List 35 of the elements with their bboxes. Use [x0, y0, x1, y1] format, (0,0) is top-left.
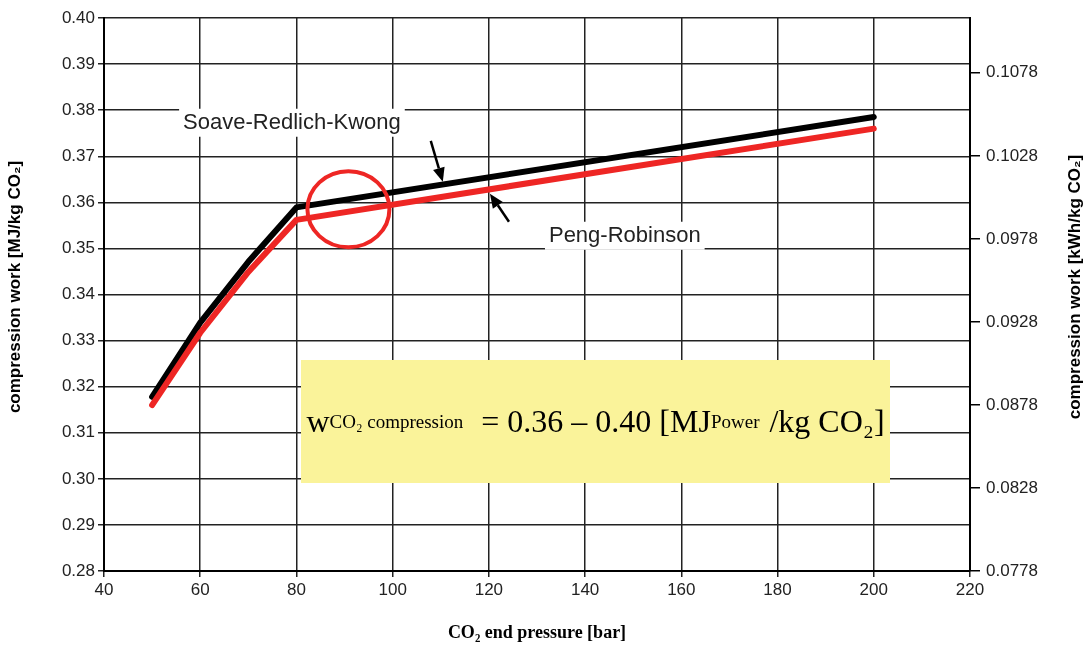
series-label: Peng-Robinson: [548, 221, 701, 247]
x-tick-label: 220: [955, 579, 985, 599]
x-tick-label: 80: [286, 579, 306, 599]
x-tick-label: 100: [378, 579, 407, 599]
x-tick-label: 60: [190, 579, 210, 599]
x-tick-label: 120: [474, 579, 504, 599]
x-axis-title: CO₂ end pressure [bar]: [446, 622, 628, 643]
y-tick-label: 0.29: [61, 514, 95, 534]
x-tick-label: 40: [94, 579, 114, 599]
y2-tick-label: 0.0828: [986, 477, 1038, 497]
y-tick-label: 0.28: [61, 560, 95, 580]
y-tick-label: 0.36: [61, 192, 95, 212]
x-tick-label: 180: [763, 579, 792, 599]
y2-tick-label: 0.1078: [986, 62, 1038, 82]
y-tick-label: 0.37: [61, 145, 95, 165]
y-tick-label: 0.31: [61, 422, 95, 442]
y-tick-label: 0.34: [61, 284, 95, 304]
y-tick-label: 0.38: [61, 99, 95, 119]
y-tick-label: 0.33: [61, 330, 95, 350]
y-tick-label: 0.35: [61, 238, 95, 258]
y-tick-label: 0.39: [61, 53, 95, 73]
y-tick-label: 0.32: [61, 376, 95, 396]
y2-tick-label: 0.0778: [986, 560, 1038, 580]
y-tick-label: 0.30: [61, 468, 95, 488]
x-tick-label: 140: [570, 579, 600, 599]
y2-axis-title: compression work [kWh/kg CO₂]: [1065, 154, 1085, 419]
x-tick-label: 160: [667, 579, 696, 599]
y2-tick-label: 0.0978: [986, 228, 1038, 248]
y2-tick-label: 0.0928: [986, 311, 1038, 331]
y-axis-title: compression work [MJ/kg CO₂]: [5, 160, 25, 413]
y-tick-label: 0.40: [61, 7, 95, 27]
y2-tick-label: 0.0878: [986, 394, 1038, 414]
y2-tick-label: 0.1028: [986, 145, 1038, 165]
x-tick-label: 200: [859, 579, 888, 599]
text: Soave-Redlich-Kwong: [183, 108, 401, 134]
